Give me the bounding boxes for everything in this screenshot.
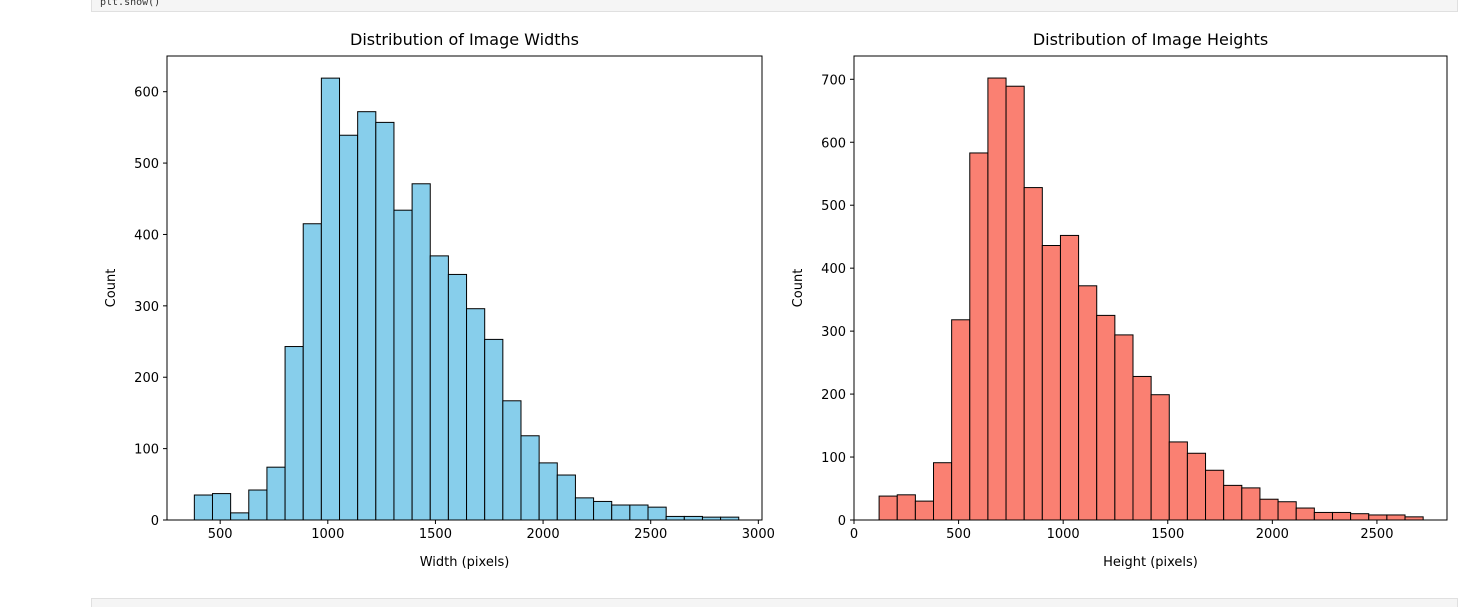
y-tick-label: 400	[821, 262, 846, 277]
histogram-bar	[556, 474, 576, 521]
histogram-bar	[393, 209, 413, 521]
histogram-bar	[987, 77, 1007, 521]
y-tick-label: 600	[134, 86, 159, 101]
heights-histogram: 0 500 1000 1500 2000 2500 0 100 200 300 400 500 600 7…	[791, 30, 1448, 570]
histogram-bar	[193, 494, 213, 521]
chart-title: Distribution of Image Heights	[1033, 30, 1268, 49]
histogram-bar	[593, 500, 613, 521]
histogram-bar	[484, 338, 504, 521]
y-tick-label: 100	[821, 451, 846, 466]
code-cell-text: plt.show()	[100, 0, 161, 8]
histogram-bar	[429, 255, 449, 521]
histogram-bar	[447, 273, 468, 521]
histogram-bar	[502, 400, 522, 521]
histogram-bar	[211, 493, 232, 521]
histogram-bar	[933, 462, 953, 521]
y-tick-label: 500	[821, 199, 846, 214]
y-axis-label: Count	[791, 269, 806, 308]
x-tick-label: 3000	[742, 527, 775, 542]
x-tick-label: 1500	[419, 527, 452, 542]
x-tick-label: 1000	[311, 527, 344, 542]
code-cell-bottom[interactable]	[91, 598, 1458, 607]
histogram-bar	[1078, 285, 1098, 521]
histogram-bar	[1295, 507, 1315, 521]
histogram-bar	[1205, 469, 1225, 521]
y-tick-label: 200	[134, 371, 159, 386]
x-tick-label: 0	[850, 527, 858, 542]
histogram-bar	[1368, 514, 1388, 521]
histogram-bar	[1132, 375, 1152, 521]
histogram-bar	[520, 435, 540, 521]
histogram-bar	[1150, 394, 1170, 521]
histogram-bar	[1168, 441, 1188, 521]
histogram-bar	[302, 223, 322, 521]
histogram-bar	[683, 515, 703, 521]
histogram-bar	[230, 512, 250, 521]
histogram-bar	[357, 111, 377, 521]
x-axis-label: Width (pixels)	[420, 555, 510, 570]
x-tick-label: 2500	[1360, 527, 1393, 542]
histogram-bar	[951, 319, 971, 521]
y-tick-label: 700	[821, 73, 846, 88]
y-tick-label: 0	[838, 514, 846, 529]
y-tick-label: 600	[821, 136, 846, 151]
axes-frame	[853, 55, 1448, 521]
histogram-bar	[1277, 501, 1297, 521]
histogram-bar	[284, 346, 304, 521]
histogram-bar	[320, 77, 341, 521]
code-cell-top[interactable]: plt.show()	[91, 0, 1458, 12]
histogram-bar	[1114, 334, 1134, 521]
histogram-bar	[1059, 234, 1080, 521]
histogram-bar	[1313, 511, 1333, 521]
axes-frame	[166, 55, 763, 521]
histogram-bar	[629, 504, 649, 521]
histogram-bar	[1259, 498, 1279, 521]
chart-title: Distribution of Image Widths	[350, 30, 579, 49]
y-tick-label: 300	[821, 325, 846, 340]
histogram-bar	[1223, 484, 1243, 521]
histogram-bar	[538, 462, 558, 521]
histogram-bar	[896, 494, 916, 521]
x-tick-label: 1000	[1047, 527, 1080, 542]
histogram-bar	[375, 121, 395, 521]
x-tick-label: 2500	[634, 527, 667, 542]
histogram-bar	[411, 183, 431, 521]
x-tick-label: 500	[208, 527, 233, 542]
y-axis-label: Count	[104, 269, 119, 308]
histogram-bar	[1186, 452, 1207, 521]
histogram-bar	[1096, 314, 1116, 521]
histogram-bar	[914, 500, 935, 521]
x-tick-label: 1500	[1151, 527, 1184, 542]
y-tick-label: 400	[134, 228, 159, 243]
y-tick-label: 100	[134, 443, 159, 458]
histogram-bar	[1241, 487, 1261, 521]
histogram-bar	[248, 489, 268, 521]
histogram-bar	[1041, 245, 1061, 521]
x-axis-label: Height (pixels)	[1103, 555, 1198, 570]
y-tick-label: 300	[134, 300, 159, 315]
histogram-bar	[1350, 513, 1370, 521]
y-tick-label: 200	[821, 388, 846, 403]
histogram-bar	[266, 466, 286, 521]
x-tick-label: 2000	[1256, 527, 1289, 542]
histogram-bar	[1005, 85, 1025, 521]
y-tick-label: 0	[151, 514, 159, 529]
histogram-bar	[665, 515, 685, 521]
x-tick-label: 2000	[527, 527, 560, 542]
histogram-bar	[574, 497, 595, 521]
histogram-bar	[878, 495, 898, 521]
histogram-bar	[1331, 511, 1352, 521]
histogram-bar	[969, 152, 989, 521]
histogram-bar	[466, 308, 486, 521]
x-tick-label: 500	[946, 527, 971, 542]
widths-histogram: 500 1000 1500 2000 2500 3000 0 100 200 300 400 500 6…	[104, 30, 775, 570]
histogram-bar	[647, 506, 667, 521]
histogram-bar	[339, 134, 359, 521]
y-tick-label: 500	[134, 157, 159, 172]
histogram-bar	[611, 504, 631, 521]
histogram-bar	[1386, 514, 1406, 521]
histogram-bar	[1023, 187, 1043, 521]
